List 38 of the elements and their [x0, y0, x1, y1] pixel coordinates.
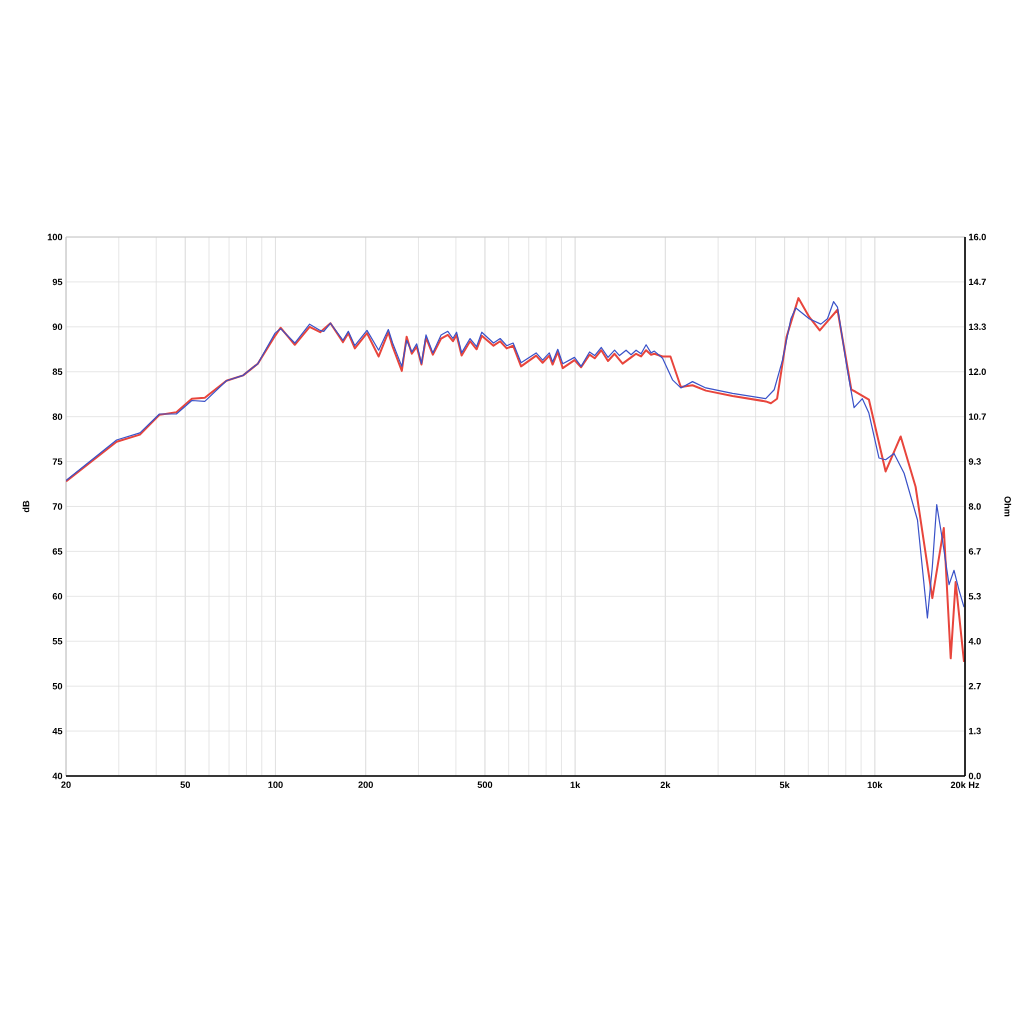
x-tick-label: 1k — [570, 781, 581, 789]
y2-tick-label: 8.0 — [968, 503, 981, 510]
y2-tick-label: 1.3 — [969, 727, 981, 735]
y-axis-title: dB — [22, 500, 30, 513]
y2-tick-label: 9.3 — [968, 458, 981, 465]
y-tick-label: 75 — [52, 458, 63, 465]
x-tick-label: 20 — [61, 781, 71, 788]
y2-tick-label: 16.0 — [969, 233, 986, 241]
x-tick-label: 500 — [477, 781, 493, 788]
y2-tick-label: 5.3 — [968, 593, 981, 600]
y-tick-label: 100 — [47, 233, 63, 241]
y2-tick-label: 0.0 — [968, 772, 981, 780]
x-tick-label: 100 — [268, 781, 283, 788]
y-tick-label: 55 — [52, 638, 63, 645]
y-tick-label: 40 — [52, 772, 63, 780]
y2-tick-label: 2.7 — [968, 682, 981, 690]
y-tick-label: 50 — [52, 682, 63, 690]
x-tick-label: 5k — [779, 781, 790, 789]
x-tick-label: 2k — [660, 781, 671, 789]
y-tick-label: 95 — [52, 278, 63, 286]
y2-tick-label: 13.3 — [969, 323, 986, 331]
y2-tick-label: 6.7 — [968, 548, 981, 555]
y-tick-label: 65 — [52, 548, 63, 555]
x-tick-label: 10k — [867, 781, 883, 789]
x-tick-label: 50 — [180, 781, 190, 788]
y2-tick-label: 4.0 — [968, 637, 981, 645]
y2-tick-label: 12.0 — [969, 368, 986, 375]
y-tick-label: 85 — [52, 368, 63, 375]
y-tick-label: 45 — [52, 727, 63, 735]
y-tick-label: 80 — [52, 413, 63, 420]
y2-tick-label: 14.7 — [969, 278, 986, 286]
y-tick-label: 70 — [52, 503, 63, 510]
y-tick-label: 90 — [52, 323, 63, 331]
y2-axis-title: Ohm — [1004, 496, 1012, 517]
x-tick-label: 200 — [358, 781, 373, 788]
y2-tick-label: 10.7 — [969, 413, 986, 420]
y-tick-label: 60 — [52, 593, 63, 600]
x-tick-label: 20k Hz — [950, 781, 980, 789]
